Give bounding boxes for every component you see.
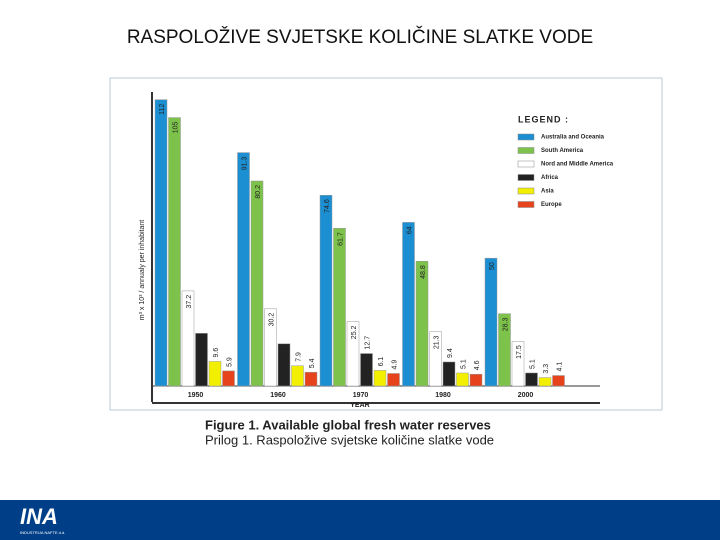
bar (181, 290, 195, 387)
value-label: 61.7 (337, 232, 344, 246)
value-label: 37.2 (186, 295, 193, 309)
value-label: 112 (159, 104, 166, 115)
value-label: 5.9 (226, 357, 233, 367)
value-label: 48.8 (420, 265, 427, 279)
value-label: 4.6 (474, 360, 481, 370)
bar (402, 222, 415, 387)
value-label: 74.6 (324, 199, 331, 213)
footer-band (0, 500, 720, 540)
x-axis-label: YEAR (350, 402, 369, 409)
value-label: 5.4 (309, 358, 316, 368)
bar (237, 152, 250, 387)
bar (319, 195, 333, 387)
legend-swatch (517, 147, 535, 154)
bar (442, 361, 456, 387)
value-label: 50 (489, 262, 496, 270)
bar (195, 333, 208, 387)
bar (484, 257, 498, 387)
legend-title: LEGEND : (518, 114, 569, 124)
value-label: 7.9 (295, 352, 302, 362)
value-label: 12.7 (364, 336, 371, 350)
bar (469, 373, 483, 387)
bar (304, 371, 318, 387)
value-label: 91.3 (241, 156, 248, 170)
legend-swatch (517, 201, 535, 208)
value-label: 17.5 (516, 345, 523, 359)
bar (511, 341, 525, 387)
bar (168, 117, 181, 387)
y-axis-label: m³ x 10³ / annualy per inhabitant (139, 220, 146, 320)
footer-company: INDUSTRIJA NAFTE d.d. (20, 530, 65, 535)
legend-swatch (517, 187, 535, 195)
value-label: 5.1 (529, 359, 536, 369)
bar (277, 343, 291, 387)
x-tick-label: 1980 (435, 392, 451, 399)
value-label: 3.3 (543, 364, 550, 374)
value-label: 28.3 (502, 318, 509, 332)
x-tick-label: 2000 (518, 392, 534, 399)
bar (208, 361, 222, 387)
x-tick-label: 1970 (353, 392, 369, 399)
legend-label: Australia and Oceania (541, 135, 605, 141)
value-label: 64 (406, 226, 413, 234)
bar (387, 373, 400, 387)
legend-label: Africa (541, 175, 559, 181)
x-tick-label: 1950 (188, 392, 204, 399)
legend-swatch (517, 133, 535, 141)
caption: Prilog 1. Raspoložive svjetske količine … (205, 432, 494, 447)
bar (346, 321, 360, 387)
legend-label: South America (541, 148, 584, 154)
bar (538, 377, 552, 387)
bar (415, 260, 429, 387)
value-label: 5.1 (460, 359, 467, 369)
legend-label: Asia (541, 189, 554, 195)
bar (154, 99, 168, 387)
legend-label: Europe (541, 202, 562, 208)
bar (333, 228, 346, 387)
legend-swatch (517, 174, 535, 181)
bar (525, 372, 538, 387)
value-label: 16.5 (282, 348, 289, 362)
value-label: 20.6 (199, 337, 206, 351)
caption: Figure 1. Available global fresh water r… (205, 417, 491, 432)
value-label: 80.2 (255, 185, 262, 199)
bar (250, 180, 264, 387)
bar (456, 372, 469, 387)
value-label: 105 (172, 121, 179, 133)
bar (429, 331, 442, 387)
legend-label: Nord and Middle America (541, 162, 614, 168)
bar (264, 308, 277, 387)
value-label: 9.6 (213, 348, 220, 358)
x-tick-label: 1960 (270, 392, 286, 399)
value-label: 25.2 (351, 325, 358, 339)
footer-logo: INA (20, 504, 58, 529)
bar (222, 370, 235, 387)
bar (373, 370, 387, 387)
value-label: 6.1 (378, 357, 385, 367)
bar (552, 375, 565, 387)
bar (291, 365, 304, 387)
value-label: 4.9 (391, 360, 398, 370)
legend-swatch (517, 160, 535, 168)
value-label: 30.2 (268, 313, 275, 327)
value-label: 9.4 (447, 348, 454, 358)
value-label: 21.3 (433, 335, 440, 349)
bar (360, 353, 373, 387)
bar (498, 313, 511, 387)
slide-title: RASPOLOŽIVE SVJETSKE KOLIČINE SLATKE VOD… (127, 26, 593, 48)
value-label: 4.1 (556, 362, 563, 372)
